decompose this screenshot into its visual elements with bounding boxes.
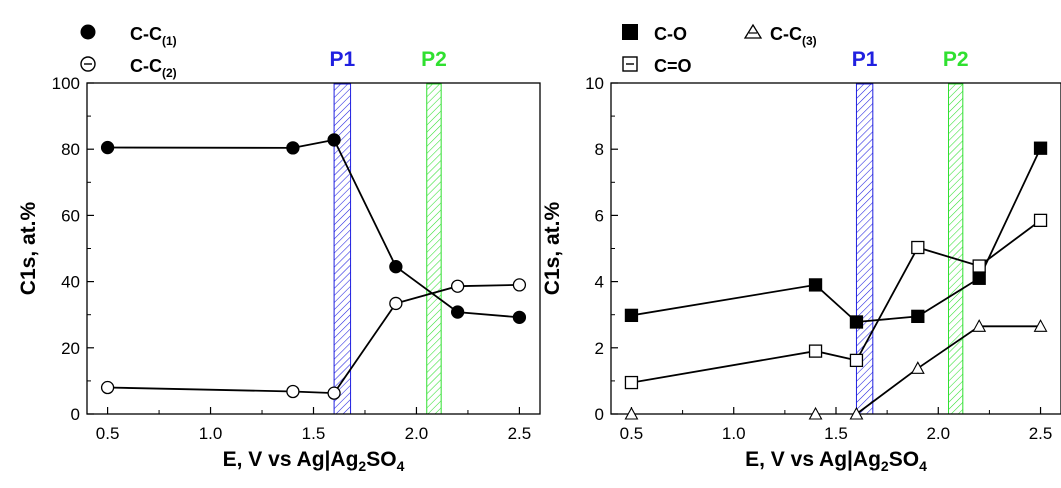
x-axis-label: E, V vs Ag|Ag2SO4	[223, 448, 405, 474]
data-point	[286, 141, 300, 155]
data-point	[911, 240, 925, 255]
series-line	[631, 219, 1042, 384]
data-point	[808, 344, 823, 358]
y-tick-label: 4	[595, 273, 604, 292]
data-point	[1033, 319, 1048, 332]
legend-label: C-O	[654, 24, 687, 44]
data-point	[849, 315, 864, 329]
band-label-p1: P1	[329, 48, 355, 71]
data-point	[100, 380, 115, 395]
legend-label: C=O	[654, 56, 692, 76]
data-point	[1033, 141, 1048, 155]
data-point	[972, 319, 987, 332]
data-point	[512, 278, 527, 292]
legend-item-0: C-O	[622, 24, 687, 44]
series-1	[624, 213, 1048, 390]
band-p1	[333, 83, 352, 415]
series-line	[631, 147, 1042, 323]
data-point	[327, 386, 341, 400]
legend-label: C-C(1)	[130, 24, 177, 48]
data-point	[389, 260, 403, 274]
y-tick-label: 20	[61, 339, 80, 358]
y-tick-label: 100	[52, 74, 80, 93]
data-point	[849, 353, 864, 368]
y-axis-label: C1s, at.%	[17, 201, 40, 295]
x-tick-label: 2.5	[1029, 424, 1053, 443]
band-p2	[426, 83, 442, 415]
y-tick-label: 2	[595, 339, 604, 358]
x-tick-label: 0.5	[96, 424, 120, 443]
data-point	[808, 406, 823, 420]
legend-item-0: C-C(1)	[80, 24, 177, 48]
series-0	[100, 133, 527, 324]
data-point	[389, 296, 403, 311]
legend-marker	[622, 24, 638, 40]
y-tick-label: 0	[71, 405, 80, 424]
legend-item-1: C=O	[622, 56, 692, 76]
data-point	[910, 361, 925, 374]
data-point	[512, 310, 527, 324]
y-tick-label: 40	[61, 273, 80, 292]
y-tick-label: 60	[61, 206, 80, 225]
chart-left: P1 P2 0.5 1.0 1.5 2.0 2.5 0 20 40 60 80 100 E, V vs A…	[17, 24, 541, 474]
x-tick-label: 2.5	[508, 424, 532, 443]
series-1	[100, 278, 527, 400]
y-tick-label: 10	[585, 74, 604, 93]
series-line	[107, 138, 520, 319]
series-0	[624, 141, 1048, 329]
series-line	[107, 284, 520, 395]
x-tick-label: 1.5	[302, 424, 326, 443]
data-point	[849, 406, 864, 420]
data-point	[972, 259, 986, 273]
series-line	[855, 325, 1041, 415]
legend-label: C-C(3)	[770, 24, 817, 48]
data-point	[624, 308, 639, 323]
x-tick-label: 0.5	[620, 424, 644, 443]
legend-marker	[743, 23, 763, 39]
y-axis-label: C1s, at.%	[541, 201, 564, 295]
y-tick-label: 8	[595, 140, 604, 159]
data-point	[972, 271, 986, 285]
y-tick-label: 80	[61, 140, 80, 159]
data-point	[450, 279, 465, 293]
x-tick-label: 1.0	[199, 424, 223, 443]
legend-marker	[80, 56, 96, 72]
x-tick-label: 2.0	[405, 424, 429, 443]
band-label-p2: P2	[421, 48, 447, 71]
data-point	[100, 140, 115, 155]
band-p2	[948, 83, 964, 415]
band-label-p2: P2	[943, 48, 969, 71]
data-point	[286, 384, 300, 399]
data-point	[624, 375, 639, 390]
legend-marker	[622, 56, 638, 72]
y-tick-label: 0	[595, 405, 604, 424]
x-tick-label: 1.0	[722, 424, 746, 443]
data-point	[624, 406, 639, 420]
legend-label: C-C(2)	[130, 56, 177, 80]
data-point	[327, 133, 341, 147]
data-point	[911, 309, 925, 324]
legend-marker	[80, 24, 96, 40]
data-point	[808, 278, 823, 292]
x-tick-label: 2.0	[926, 424, 950, 443]
x-tick-label: 1.5	[824, 424, 848, 443]
legend-item-1: C-C(2)	[80, 56, 177, 80]
chart-right: P1 P2 0.5 1.0 1.5 2.0 2.5 0 2 4 6 8 10 E, V vs Ag|Ag2…	[541, 23, 1061, 474]
plot-frame	[86, 82, 541, 415]
data-point	[1033, 213, 1048, 228]
data-point	[450, 305, 465, 319]
y-tick-label: 6	[595, 206, 604, 225]
band-label-p1: P1	[852, 48, 878, 71]
series-2	[624, 319, 1048, 420]
x-axis-label: E, V vs Ag|Ag2SO4	[745, 448, 927, 474]
legend-item-2: C-C(3)	[743, 23, 817, 48]
